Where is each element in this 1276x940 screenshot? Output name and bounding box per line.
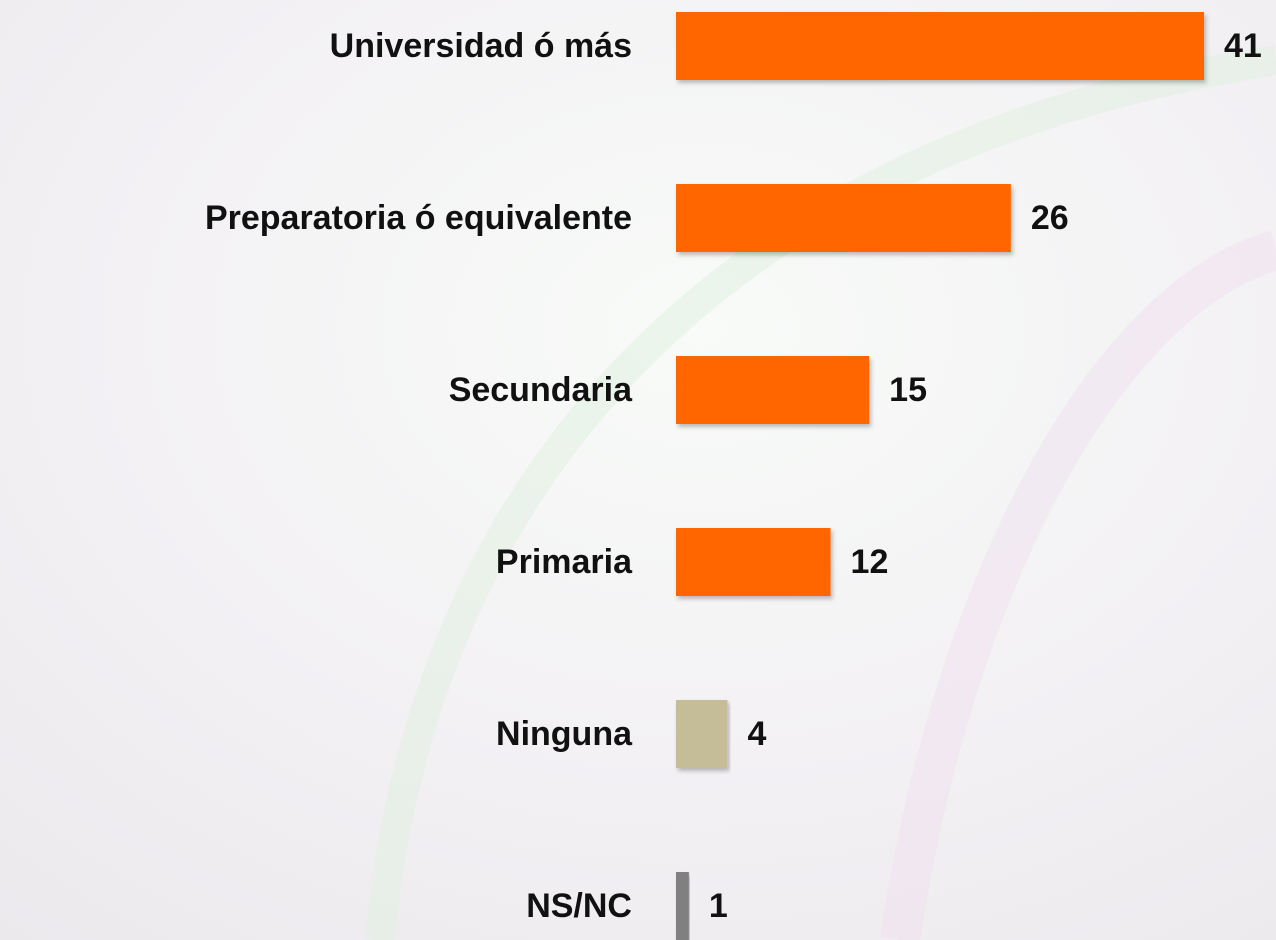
bar <box>676 528 831 596</box>
category-label: Secundaria <box>449 371 633 409</box>
value-label: 41 <box>1224 27 1262 65</box>
decor <box>365 45 1276 940</box>
category-label: Primaria <box>496 543 633 581</box>
value-label: 15 <box>889 371 927 409</box>
value-label: 4 <box>748 715 767 753</box>
value-label: 12 <box>851 543 889 581</box>
category-label: Preparatoria ó equivalente <box>205 199 632 237</box>
value-label: 26 <box>1031 199 1069 237</box>
bar <box>676 700 728 768</box>
bar <box>676 356 870 424</box>
value-label: 1 <box>709 887 728 925</box>
decor <box>880 230 1276 940</box>
category-label: Universidad ó más <box>330 27 632 65</box>
category-label: NS/NC <box>526 887 632 925</box>
bar <box>676 184 1011 252</box>
bar <box>676 872 689 940</box>
category-label: Ninguna <box>496 715 633 753</box>
bar <box>676 12 1204 80</box>
